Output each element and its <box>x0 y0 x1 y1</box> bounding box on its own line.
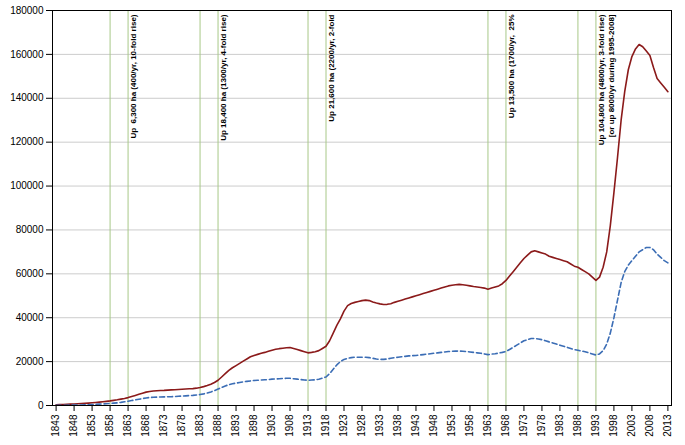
svg-text:1883: 1883 <box>194 414 205 437</box>
svg-text:1843: 1843 <box>50 414 61 437</box>
svg-text:120000: 120000 <box>10 136 44 147</box>
svg-text:1948: 1948 <box>428 414 439 437</box>
svg-text:1913: 1913 <box>302 414 313 437</box>
svg-text:1863: 1863 <box>122 414 133 437</box>
svg-text:1933: 1933 <box>374 414 385 437</box>
svg-text:1983: 1983 <box>554 414 565 437</box>
svg-text:1953: 1953 <box>446 414 457 437</box>
svg-text:0: 0 <box>38 400 44 411</box>
svg-text:160000: 160000 <box>10 49 44 60</box>
svg-text:1898: 1898 <box>248 414 259 437</box>
svg-text:1903: 1903 <box>266 414 277 437</box>
svg-text:1958: 1958 <box>464 414 475 437</box>
svg-text:1848: 1848 <box>68 414 79 437</box>
svg-text:1978: 1978 <box>536 414 547 437</box>
svg-text:1988: 1988 <box>572 414 583 437</box>
svg-text:1943: 1943 <box>410 414 421 437</box>
svg-text:2008: 2008 <box>644 414 655 437</box>
svg-text:1878: 1878 <box>176 414 187 437</box>
svg-text:2013: 2013 <box>662 414 673 437</box>
svg-text:1893: 1893 <box>230 414 241 437</box>
svg-text:1998: 1998 <box>608 414 619 437</box>
svg-text:2003: 2003 <box>626 414 637 437</box>
svg-text:Up 13,500 ha (1700/yr, 25%: Up 13,500 ha (1700/yr, 25% <box>507 15 516 119</box>
svg-text:1853: 1853 <box>86 414 97 437</box>
svg-text:Up 104,800 ha (4800/yr, 3-fold: Up 104,800 ha (4800/yr, 3-fold rise) <box>597 14 606 145</box>
svg-text:Up 21,600 ha (2200/yr, 2-fold: Up 21,600 ha (2200/yr, 2-fold <box>327 14 336 121</box>
svg-text:80000: 80000 <box>16 224 44 235</box>
svg-text:40000: 40000 <box>16 312 44 323</box>
svg-text:Up 6,300 ha (400/yr, 10-fold: Up 6,300 ha (400/yr, 10-fold rise) <box>129 14 138 138</box>
svg-text:1968: 1968 <box>500 414 511 437</box>
svg-text:1938: 1938 <box>392 414 403 437</box>
svg-text:1928: 1928 <box>356 414 367 437</box>
svg-text:180000: 180000 <box>10 5 44 16</box>
svg-text:1888: 1888 <box>212 414 223 437</box>
svg-text:1908: 1908 <box>284 414 295 437</box>
svg-text:1973: 1973 <box>518 414 529 437</box>
svg-text:1993: 1993 <box>590 414 601 437</box>
svg-text:20000: 20000 <box>16 356 44 367</box>
svg-text:60000: 60000 <box>16 268 44 279</box>
svg-text:1923: 1923 <box>338 414 349 437</box>
svg-text:1858: 1858 <box>104 414 115 437</box>
svg-text:100000: 100000 <box>10 180 44 191</box>
svg-text:140000: 140000 <box>10 92 44 103</box>
svg-text:1963: 1963 <box>482 414 493 437</box>
svg-text:[or up 8000/yr during 1995-200: [or up 8000/yr during 1995-2008] <box>607 14 616 137</box>
svg-text:1873: 1873 <box>158 414 169 437</box>
svg-text:1918: 1918 <box>320 414 331 437</box>
svg-text:Up 18,400 ha (1300/yr, 4-fold: Up 18,400 ha (1300/yr, 4-fold rise) <box>219 14 228 141</box>
svg-text:1868: 1868 <box>140 414 151 437</box>
